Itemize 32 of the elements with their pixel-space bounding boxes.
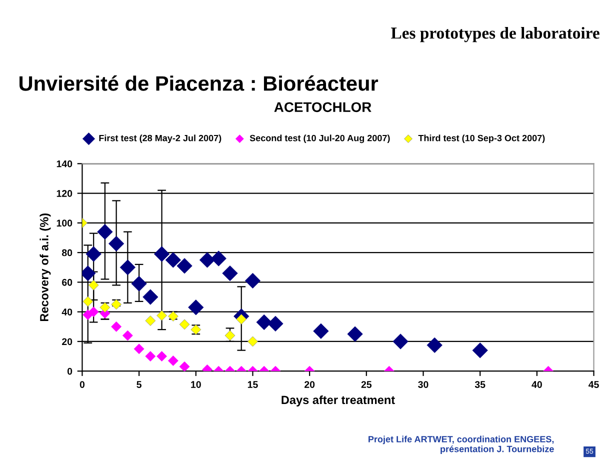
y-tick-label: 40: [62, 308, 72, 316]
x-tick-label: 0: [80, 381, 85, 388]
point: [97, 224, 113, 240]
legend-label: Second test (10 Jul-20 Aug 2007): [250, 134, 390, 144]
x-tick-label: 10: [191, 381, 201, 388]
y-tick-label: 120: [56, 190, 72, 197]
legend-label: First test (28 May-2 Jul 2007): [99, 134, 222, 144]
y-tick-label: 0: [67, 368, 72, 375]
text: Les prototypes de laboratoire: [391, 26, 600, 42]
legend-label: Third test (10 Sep-3 Oct 2007): [418, 134, 545, 144]
y-tick-label: 100: [56, 220, 72, 227]
x-axis-title: Days after treatment: [282, 395, 395, 406]
y-axis-title: Recovery of a.i. (%): [40, 214, 51, 322]
x-tick-label: 45: [588, 381, 599, 388]
x-tick-label: 40: [532, 381, 542, 388]
point: [176, 258, 192, 274]
point: [392, 334, 408, 350]
chart-subtitle: ACETOCHLOR: [274, 102, 372, 112]
x-tick-label: 20: [304, 381, 315, 388]
y-tick-label: 20: [62, 338, 72, 346]
point: [313, 323, 329, 339]
point: [426, 337, 442, 353]
text: Projet Life ARTWET, coordination ENGEES, présentation J. Tournebize: [368, 436, 554, 454]
x-tick-label: 15: [248, 381, 258, 388]
chart-title: Unviersité de Piacenza : Bioréacteur: [20, 75, 378, 91]
y-tick-label: 140: [56, 160, 72, 168]
x-tick-label: 30: [418, 381, 428, 388]
y-tick-label: 60: [62, 278, 72, 286]
y-tick-label: 80: [62, 249, 72, 256]
x-tick-label: 5: [136, 381, 142, 388]
x-tick-label: 25: [361, 381, 372, 388]
x-tick-label: 35: [474, 381, 486, 388]
